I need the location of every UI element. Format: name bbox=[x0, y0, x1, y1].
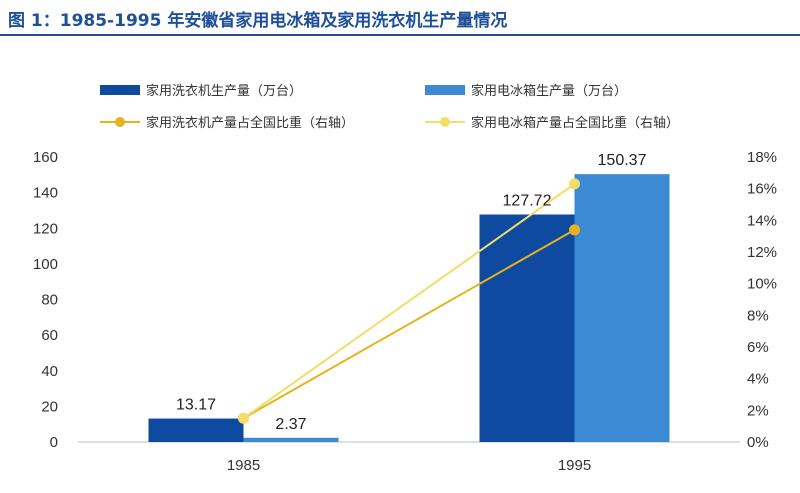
legend-label: 家用洗衣机生产量（万台） bbox=[146, 83, 302, 99]
chart-title: 图 1：1985-1995 年安徽省家用电冰箱及家用洗衣机生产量情况 bbox=[8, 11, 508, 31]
legend-swatch-bar bbox=[100, 85, 140, 95]
data-label: 127.72 bbox=[503, 192, 552, 209]
y-right-tick-label: 8% bbox=[747, 307, 769, 324]
legend-label: 家用电冰箱生产量（万台） bbox=[471, 83, 627, 99]
y-left-tick-label: 120 bbox=[33, 220, 58, 237]
bar-washer-1985 bbox=[148, 418, 244, 442]
line-point-washer bbox=[569, 224, 580, 236]
y-right-tick-label: 12% bbox=[747, 244, 777, 261]
data-label: 2.37 bbox=[275, 416, 306, 433]
y-left-tick-label: 60 bbox=[41, 327, 58, 344]
bar-fridge-1995 bbox=[574, 174, 670, 442]
line-washer-share bbox=[243, 228, 575, 420]
data-label: 150.37 bbox=[598, 152, 647, 169]
line-point-fridge bbox=[569, 178, 580, 190]
legend-label: 家用洗衣机产量占全国比重（右轴） bbox=[146, 115, 354, 131]
bar-washer-1995 bbox=[479, 214, 575, 442]
legend-swatch-marker bbox=[440, 117, 450, 127]
y-right-tick-label: 6% bbox=[747, 339, 769, 356]
legend-swatch-bar bbox=[425, 85, 465, 95]
bar-fridge-1985 bbox=[243, 437, 339, 442]
line-series bbox=[238, 178, 580, 424]
title-divider bbox=[0, 34, 800, 36]
legend-swatch-marker bbox=[115, 117, 125, 127]
legend: 家用洗衣机生产量（万台） 家用电冰箱生产量（万台） 家用洗衣机产量占全国比重（右轴）… bbox=[100, 83, 679, 131]
y-left-tick-label: 80 bbox=[41, 292, 58, 309]
line-fridge-share bbox=[242, 183, 576, 420]
y-right-tick-label: 10% bbox=[747, 276, 777, 293]
y-left-tick-label: 0 bbox=[50, 434, 58, 451]
x-tick-label: 1995 bbox=[558, 457, 591, 474]
axes: 0 20 40 60 80 100 120 140 160 0% 2% 4% 6% 8% 10% 12% 14%… bbox=[33, 149, 777, 474]
y-left-tick-label: 100 bbox=[33, 256, 58, 273]
data-labels: 13.17 127.72 2.37 150.37 bbox=[176, 152, 647, 433]
y-right-tick-label: 18% bbox=[747, 149, 777, 166]
y-right-tick-label: 0% bbox=[747, 434, 769, 451]
y-left-tick-label: 140 bbox=[33, 185, 58, 202]
y-right-tick-label: 16% bbox=[747, 181, 777, 198]
y-right-tick-label: 2% bbox=[747, 402, 769, 419]
x-tick-label: 1985 bbox=[227, 457, 260, 474]
legend-label: 家用电冰箱产量占全国比重（右轴） bbox=[471, 115, 679, 131]
y-left-tick-label: 40 bbox=[41, 363, 58, 380]
y-right-tick-label: 4% bbox=[747, 371, 769, 388]
y-left-tick-label: 20 bbox=[41, 398, 58, 415]
y-right-tick-label: 14% bbox=[747, 212, 777, 229]
y-left-tick-label: 160 bbox=[33, 149, 58, 166]
line-point-fridge bbox=[238, 412, 249, 424]
bar-series bbox=[148, 174, 670, 442]
data-label: 13.17 bbox=[176, 397, 216, 414]
